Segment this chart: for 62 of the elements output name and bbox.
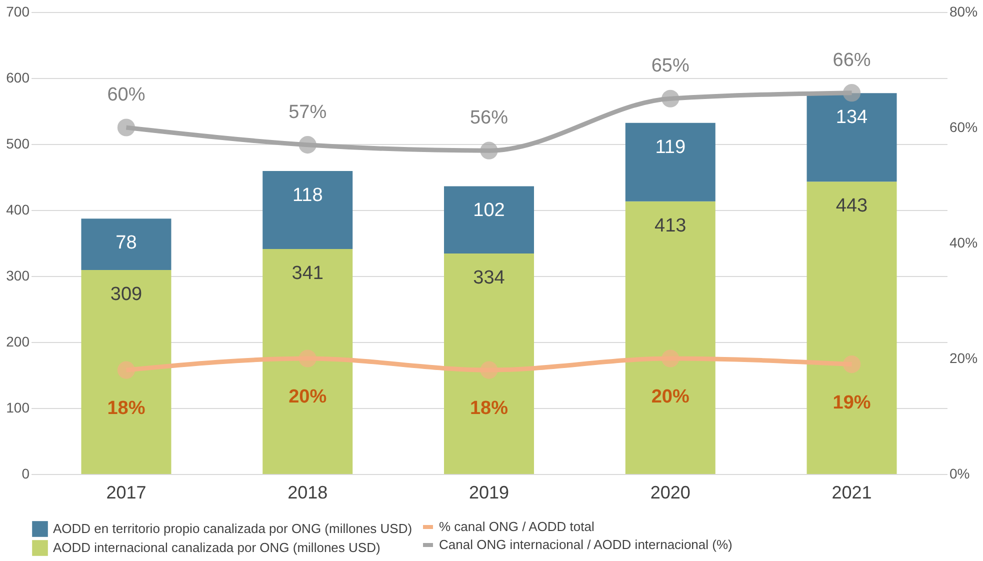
bar <box>806 182 897 474</box>
data-label: 60% <box>107 84 146 106</box>
point <box>117 361 136 379</box>
data-label: 20% <box>651 386 690 408</box>
bar <box>625 122 716 202</box>
y-tick-label: 300 <box>6 268 30 284</box>
data-label: 78 <box>116 232 137 254</box>
point <box>662 90 680 108</box>
data-label: 66% <box>832 50 871 71</box>
y-tick-label: 400 <box>6 202 30 218</box>
data-label: 119 <box>655 136 686 158</box>
data-label: 57% <box>288 102 327 123</box>
bar <box>806 93 897 182</box>
data-label: 19% <box>832 392 871 414</box>
bar <box>81 218 172 270</box>
point <box>117 118 136 136</box>
y-tick-label: 100 <box>6 400 30 416</box>
y2-tick-label: 20% <box>950 350 978 366</box>
y-tick-label: 500 <box>6 136 30 152</box>
data-label: 20% <box>288 386 327 408</box>
x-tick-label: 2019 <box>468 482 510 502</box>
bar <box>625 201 716 474</box>
point <box>298 350 316 368</box>
data-label: 334 <box>473 268 506 289</box>
bar <box>262 171 353 249</box>
y-tick-label: 0 <box>22 466 30 482</box>
data-label: 309 <box>110 284 142 306</box>
y-tick-label: 200 <box>6 334 30 350</box>
data-label: 134 <box>836 107 868 128</box>
data-label: 341 <box>292 262 324 284</box>
legend-label: Canal ONG internacional / AODD internacional (%) <box>439 537 732 552</box>
y2-tick-label: 80% <box>950 4 978 20</box>
data-label: 65% <box>651 56 690 77</box>
bar <box>444 186 534 254</box>
point <box>842 355 861 374</box>
y-tick-label: 600 <box>6 70 30 86</box>
point <box>662 350 680 368</box>
bar <box>81 270 172 474</box>
point <box>480 142 498 160</box>
data-label: 413 <box>654 215 686 236</box>
data-label: 18% <box>107 398 146 420</box>
x-tick-label: 2018 <box>288 482 328 502</box>
x-tick-label: 2017 <box>106 482 146 502</box>
data-label: 56% <box>470 108 508 129</box>
point <box>480 361 498 379</box>
x-tick-label: 2020 <box>650 482 690 502</box>
point <box>842 84 861 102</box>
bar <box>262 248 353 474</box>
legend-label: AODD internacional canalizada por ONG (millones USD) <box>53 540 380 555</box>
legend-label: AODD en territorio propio canalizada por ONG (millones USD) <box>53 521 412 536</box>
y2-tick-label: 60% <box>950 119 978 135</box>
bar <box>444 254 534 474</box>
data-label: 102 <box>473 200 505 222</box>
data-label: 18% <box>470 398 508 420</box>
y2-tick-label: 40% <box>950 234 978 250</box>
point <box>298 136 316 154</box>
y2-tick-label: 0% <box>950 466 970 482</box>
legend-label: % canal ONG / AODD total <box>439 519 594 534</box>
data-label: 118 <box>292 185 323 206</box>
x-tick-label: 2021 <box>832 482 872 502</box>
y-tick-label: 700 <box>6 4 30 20</box>
data-label: 443 <box>836 196 868 217</box>
